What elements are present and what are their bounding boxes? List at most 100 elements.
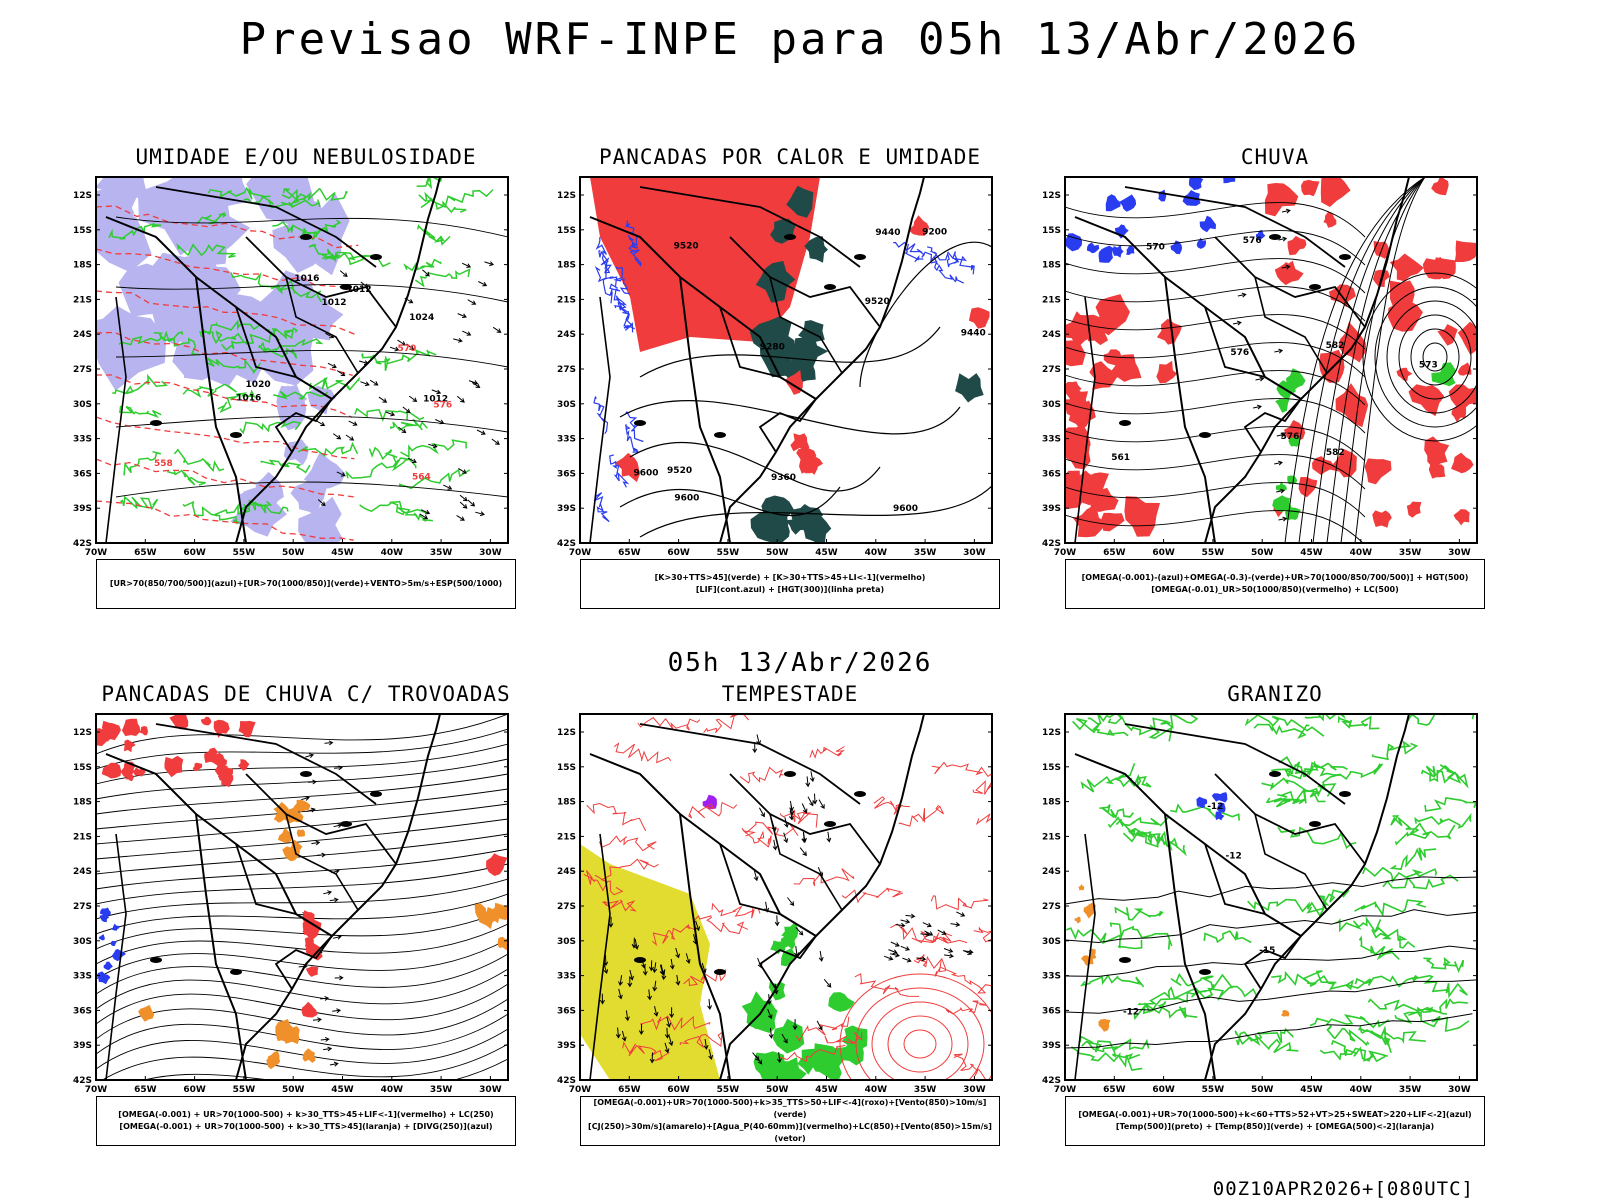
contour-line bbox=[769, 813, 843, 911]
contour-line bbox=[639, 326, 941, 378]
shaded-area bbox=[290, 481, 327, 516]
wind-vector bbox=[890, 941, 900, 947]
wind-vector bbox=[618, 975, 623, 987]
wind-vector bbox=[638, 1023, 644, 1035]
wind-vector bbox=[888, 949, 898, 955]
lon-tick-label: 40W bbox=[865, 548, 888, 558]
shaded-area bbox=[144, 252, 230, 335]
shaded-area bbox=[104, 313, 148, 355]
contour-line bbox=[854, 973, 920, 997]
legend-line: [OMEGA(-0.001)-(azul)+OMEGA(-0.3)-(verde… bbox=[1081, 573, 1469, 582]
lon-tick-label: 70W bbox=[569, 548, 592, 558]
contour-line bbox=[167, 469, 206, 486]
contour-line bbox=[213, 500, 273, 517]
contour-value-label: 9520 bbox=[674, 241, 699, 251]
wind-vector bbox=[1278, 516, 1288, 522]
contour-line bbox=[239, 420, 302, 435]
lake-marker bbox=[230, 969, 242, 975]
lake-marker bbox=[150, 957, 162, 963]
contour-line bbox=[1337, 715, 1380, 730]
wind-vector bbox=[332, 433, 342, 440]
lake-marker bbox=[1309, 284, 1321, 290]
wind-vector bbox=[649, 1052, 655, 1064]
lat-tick-label: 21S bbox=[73, 832, 92, 842]
shaded-area bbox=[1215, 811, 1225, 821]
contour-line bbox=[719, 843, 781, 915]
shaded-area bbox=[768, 981, 786, 1001]
shaded-area bbox=[781, 358, 807, 389]
contour-line bbox=[839, 973, 992, 1080]
contour-line bbox=[203, 319, 261, 336]
contour-value-label: 576 bbox=[1243, 236, 1262, 246]
lake-marker bbox=[1339, 254, 1351, 260]
contour-line bbox=[1253, 723, 1310, 740]
wind-vector bbox=[617, 988, 623, 1000]
wind-vector bbox=[406, 343, 415, 351]
wind-vector bbox=[462, 330, 472, 336]
shaded-area bbox=[799, 455, 818, 475]
contour-line bbox=[96, 863, 508, 905]
contour-line bbox=[913, 954, 947, 973]
shaded-area bbox=[1286, 368, 1306, 392]
wind-vector bbox=[895, 922, 906, 928]
shaded-area bbox=[750, 510, 789, 543]
contour-line bbox=[272, 221, 318, 238]
shaded-area bbox=[1424, 436, 1450, 469]
contour-line bbox=[1204, 843, 1266, 915]
lat-tick-label: 12S bbox=[557, 191, 576, 201]
contour-line bbox=[1065, 979, 1477, 1014]
shaded-area bbox=[1105, 194, 1121, 212]
contour-line bbox=[205, 357, 262, 374]
wind-vector bbox=[783, 832, 789, 844]
wind-vector bbox=[900, 919, 911, 924]
contour-line bbox=[616, 297, 634, 333]
legend-line: [K>30+TTS>45](verde) + [K>30+TTS>45+LI<-… bbox=[654, 573, 926, 582]
wind-vector bbox=[1276, 432, 1286, 438]
map-frame bbox=[579, 713, 993, 1081]
contour-line bbox=[155, 186, 377, 268]
contour-line bbox=[108, 222, 162, 240]
contour-line bbox=[769, 276, 843, 374]
wind-vector bbox=[301, 796, 310, 801]
shaded-area bbox=[307, 385, 336, 415]
contour-line bbox=[300, 219, 342, 241]
contour-line bbox=[245, 236, 397, 328]
wind-vector bbox=[664, 1042, 670, 1054]
contour-line bbox=[102, 1043, 508, 1080]
contour-line bbox=[1412, 974, 1469, 999]
contour-line bbox=[893, 241, 924, 263]
wind-vector bbox=[334, 975, 344, 981]
shaded-area bbox=[301, 1001, 318, 1018]
contour-line bbox=[235, 306, 297, 378]
wind-vector bbox=[890, 952, 900, 958]
contour-line bbox=[903, 1029, 937, 1059]
shaded-area bbox=[1126, 245, 1135, 255]
lon-tick-label: 30W bbox=[963, 548, 986, 558]
contour-line bbox=[1354, 899, 1427, 917]
contour-line bbox=[841, 887, 904, 904]
contour-value-label: 573 bbox=[1419, 360, 1438, 370]
contour-line bbox=[583, 870, 624, 896]
contour-line bbox=[1107, 715, 1173, 742]
legend-line: [CJ(250)>30m/s](amarelo)+[Agua_P(40-60mm… bbox=[588, 1122, 992, 1143]
contour-line bbox=[683, 968, 727, 987]
legend-line: [Temp(500)](preto) + [Temp(850)](verde) … bbox=[1115, 1122, 1435, 1131]
wind-vector bbox=[652, 980, 658, 992]
contour-line bbox=[285, 813, 359, 911]
lat-tick-label: 42S bbox=[73, 1076, 92, 1086]
wind-vector bbox=[475, 511, 485, 517]
shaded-area bbox=[614, 452, 641, 483]
contour-line bbox=[1074, 296, 1096, 543]
wind-vector bbox=[943, 948, 954, 953]
legend-line: [LIF](cont.azul) + [HGT(300)](linha pret… bbox=[695, 585, 885, 594]
contour-line bbox=[905, 243, 939, 265]
shaded-area bbox=[138, 1004, 155, 1022]
lake-marker bbox=[634, 420, 646, 426]
contour-line bbox=[589, 296, 611, 543]
contour-line bbox=[1340, 177, 1426, 543]
contour-line bbox=[1371, 926, 1416, 949]
contour-line bbox=[105, 833, 127, 1080]
lake-marker bbox=[854, 791, 866, 797]
contour-line bbox=[1244, 714, 1325, 737]
